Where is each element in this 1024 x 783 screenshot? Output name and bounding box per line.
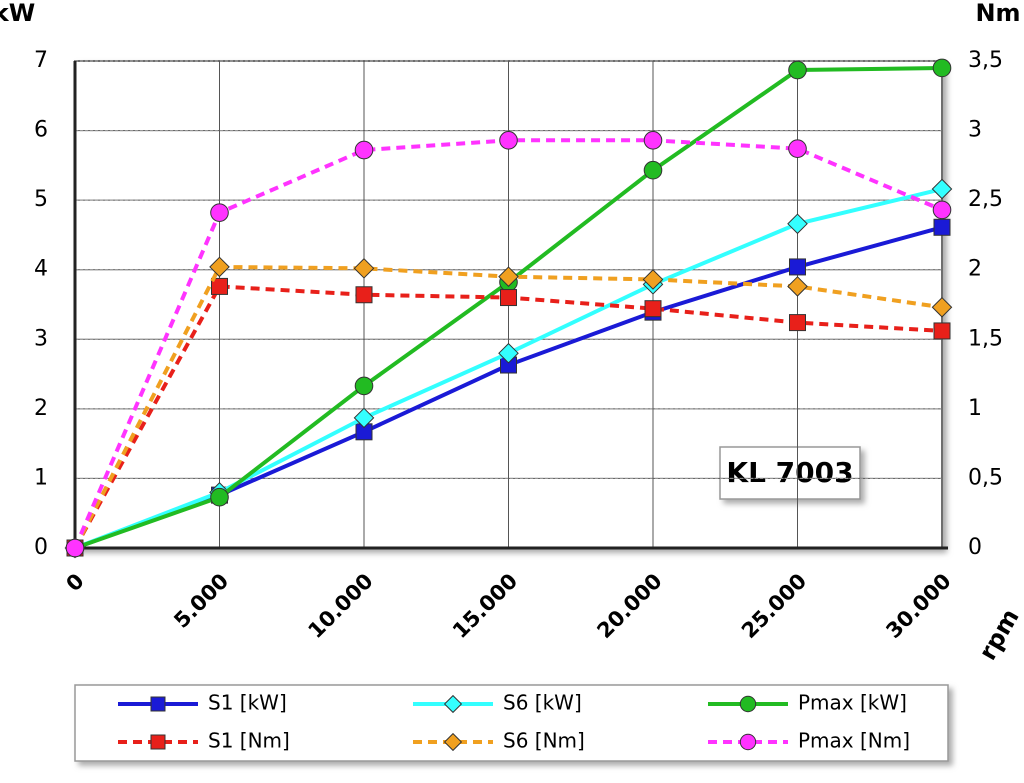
x-tick-label: 15.000 bbox=[448, 569, 522, 643]
annotation-box bbox=[719, 446, 861, 500]
marker bbox=[933, 322, 951, 340]
y-tick-label: 5 bbox=[34, 187, 48, 212]
legend-marker bbox=[150, 696, 166, 712]
marker bbox=[353, 407, 375, 429]
legend-label: Pmax [kW] bbox=[798, 691, 907, 715]
marker bbox=[498, 342, 519, 364]
marker bbox=[787, 213, 808, 235]
marker bbox=[643, 160, 663, 180]
x-tick-label: 30.000 bbox=[881, 569, 955, 643]
marker bbox=[499, 131, 518, 150]
legend-marker bbox=[150, 734, 166, 750]
marker bbox=[644, 300, 662, 318]
legend-marker bbox=[443, 732, 463, 752]
marker bbox=[65, 538, 85, 558]
x-tick-label: 25.000 bbox=[737, 569, 811, 643]
marker bbox=[355, 286, 373, 304]
legend bbox=[74, 684, 949, 762]
x-tick-label: 0 bbox=[61, 569, 88, 596]
x-tick-label: 20.000 bbox=[592, 569, 666, 643]
legend-label: S6 [Nm] bbox=[503, 729, 585, 753]
marker bbox=[498, 266, 519, 287]
legend-label: S1 [Nm] bbox=[208, 729, 290, 753]
marker bbox=[931, 296, 953, 318]
y2-tick-label: 3 bbox=[968, 118, 982, 143]
y-tick-label: 1 bbox=[34, 465, 48, 490]
y-tick-label: 3 bbox=[34, 326, 48, 351]
y-tick-label: 2 bbox=[34, 396, 48, 421]
marker bbox=[211, 277, 228, 295]
marker bbox=[354, 376, 374, 396]
marker bbox=[788, 139, 807, 158]
y-tick-label: 0 bbox=[34, 535, 48, 560]
marker bbox=[789, 314, 806, 332]
marker bbox=[643, 131, 663, 150]
marker bbox=[500, 289, 517, 307]
legend-label: Pmax [Nm] bbox=[798, 729, 910, 753]
marker bbox=[932, 200, 952, 220]
y2-tick-label: 1 bbox=[968, 396, 982, 421]
legend-marker bbox=[443, 694, 463, 714]
y2-tick-label: 0 bbox=[968, 535, 982, 560]
marker bbox=[642, 269, 664, 290]
y-tick-label: 6 bbox=[34, 118, 48, 143]
marker bbox=[932, 58, 952, 78]
y2-tick-label: 0,5 bbox=[968, 465, 1003, 490]
x-axis-label: rpm bbox=[974, 604, 1024, 665]
x-tick-label: 10.000 bbox=[303, 569, 377, 643]
marker bbox=[210, 203, 229, 222]
marker bbox=[210, 487, 229, 507]
legend-marker bbox=[739, 733, 757, 751]
marker bbox=[787, 276, 808, 297]
y-tick-label: 7 bbox=[34, 48, 48, 73]
marker bbox=[788, 60, 807, 80]
legend-label: S6 [kW] bbox=[503, 691, 582, 715]
marker bbox=[933, 218, 951, 236]
marker bbox=[209, 256, 230, 278]
legend-label: S1 [kW] bbox=[208, 691, 287, 715]
marker bbox=[789, 258, 806, 276]
x-tick-label: 5.000 bbox=[169, 569, 233, 633]
y2-axis-label: Nm bbox=[975, 0, 1020, 27]
marker bbox=[931, 178, 953, 200]
y2-tick-label: 1,5 bbox=[968, 326, 1003, 351]
y2-tick-label: 3,5 bbox=[968, 48, 1003, 73]
y-axis-label: kW bbox=[0, 0, 35, 27]
y2-tick-label: 2 bbox=[968, 257, 982, 282]
legend-marker bbox=[739, 695, 757, 713]
y-tick-label: 4 bbox=[34, 257, 48, 282]
marker bbox=[353, 258, 375, 279]
y2-tick-label: 2,5 bbox=[968, 187, 1003, 212]
marker bbox=[354, 140, 374, 160]
annotation: KL 7003 bbox=[726, 456, 853, 489]
